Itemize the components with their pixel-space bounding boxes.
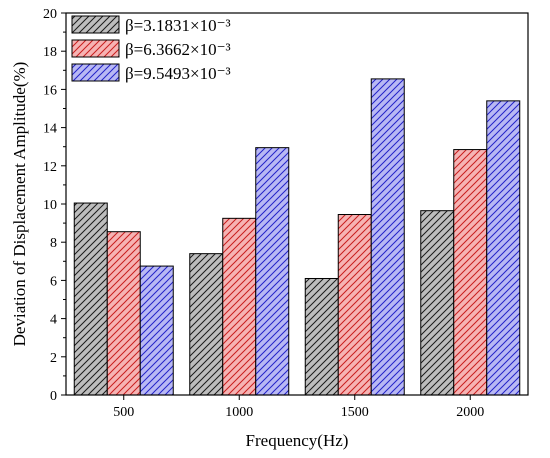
legend-swatch-3 [71, 63, 120, 82]
legend-label-2: β=6.3662×10⁻³ [125, 40, 231, 59]
legend-label-3: β=9.5493×10⁻³ [125, 64, 231, 83]
x-tick-label: 2000 [456, 405, 484, 420]
bar-series-2-2000 [453, 149, 488, 396]
x-tick-label: 500 [113, 405, 134, 420]
bar-series-3-1000 [255, 147, 290, 396]
y-tick-label: 14 [43, 122, 57, 137]
legend-swatch-2 [71, 39, 120, 58]
bar-series-2-1000 [222, 217, 257, 396]
y-tick-label: 16 [43, 83, 57, 98]
y-axis-label: Deviation of Displacement Amplitude(%) [10, 62, 29, 347]
bar-series-1-1000 [189, 253, 224, 396]
bar-series-3-500 [139, 265, 174, 396]
y-tick-label: 18 [43, 45, 57, 60]
bar-series-3-2000 [486, 100, 521, 396]
y-tick-label: 20 [43, 7, 57, 22]
y-tick-label: 2 [50, 351, 57, 366]
y-tick-label: 8 [50, 236, 57, 251]
y-tick-label: 0 [50, 389, 57, 404]
x-axis-label: Frequency(Hz) [246, 431, 349, 450]
bars-layer [73, 78, 521, 396]
legend-swatch-1 [71, 15, 120, 34]
bar-series-1-1500 [304, 277, 339, 396]
y-tick-label: 12 [43, 160, 57, 175]
bar-series-1-2000 [420, 210, 455, 396]
axes-layer: 0 2 4 6 8 10 12 14 16 18 20 500 1000 1500 2000 [43, 7, 529, 420]
x-tick-label: 1500 [341, 405, 369, 420]
y-tick-label: 6 [50, 274, 57, 289]
y-tick-label: 10 [43, 198, 57, 213]
y-tick-label: 4 [50, 313, 57, 328]
bar-series-1-500 [73, 202, 108, 396]
bar-series-2-500 [106, 231, 141, 396]
bar-series-3-1500 [370, 78, 405, 396]
legend-label-1: β=3.1831×10⁻³ [125, 16, 231, 35]
x-tick-label: 1000 [225, 405, 253, 420]
legend: β=3.1831×10⁻³ β=6.3662×10⁻³ β=9.5493×10⁻³ [71, 15, 231, 83]
bar-series-2-1500 [337, 214, 372, 396]
